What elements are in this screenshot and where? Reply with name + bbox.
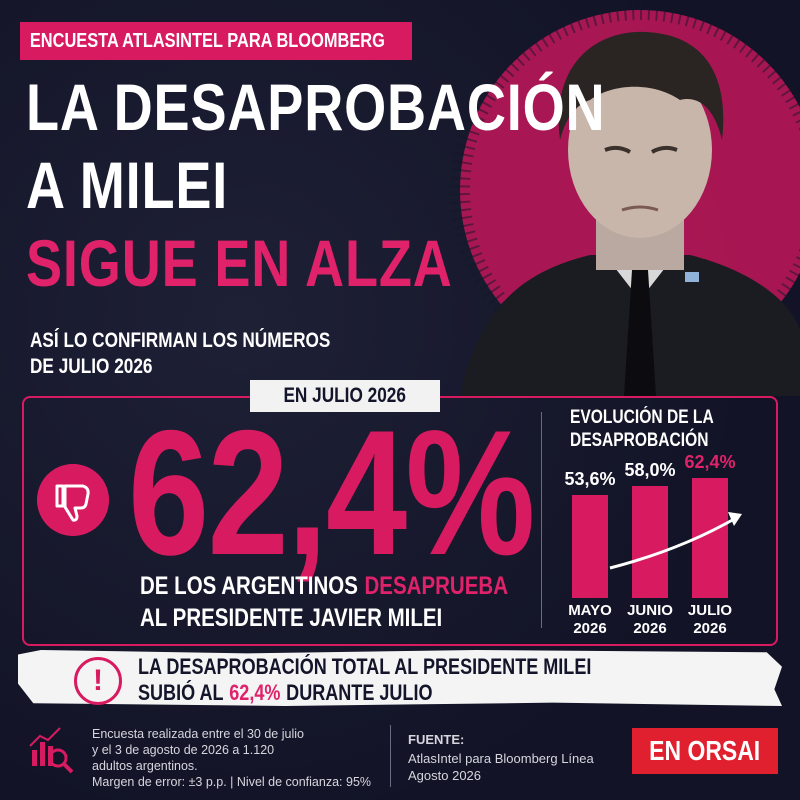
method-line: y el 3 de agosto de 2026 a 1.120	[92, 743, 275, 757]
value-label: 58,0%	[624, 460, 676, 481]
method-line: Encuesta realizada entre el 30 de julio	[92, 727, 304, 741]
mini-chart: EVOLUCIÓN DE LA DESAPROBACIÓN 53,6% MAYO …	[560, 400, 770, 640]
caption-text: DE LOS ARGENTINOS	[140, 572, 358, 600]
banner-text: SUBIÓ AL	[138, 680, 224, 705]
divider	[390, 725, 391, 787]
caption-highlight: DESAPRUEBA	[364, 572, 509, 600]
big-figure-text: 62,4%	[128, 393, 535, 592]
chart-title-text: EVOLUCIÓN DE LA DESAPROBACIÓN	[570, 407, 714, 451]
category-label: MAYO 2026	[568, 602, 612, 637]
caption-line: DE LOS ARGENTINOS DESAPRUEBA	[140, 570, 589, 602]
title-text: LA DESAPROBACIÓN	[26, 70, 606, 144]
caption-line: AL PRESIDENTE JAVIER MILEI	[140, 602, 509, 634]
period-badge: EN JULIO 2026	[250, 380, 440, 412]
thumbs-down-icon	[37, 464, 109, 536]
badge-text: EN JULIO 2026	[283, 384, 407, 407]
subtitle-line: DE JULIO 2026	[30, 354, 179, 380]
title-line: A MILEI	[26, 150, 273, 220]
bar	[572, 494, 608, 598]
title-line: LA DESAPROBACIÓN	[26, 72, 733, 142]
bar	[632, 486, 668, 598]
portrait-illustration	[450, 0, 800, 396]
method-line: Margen de error: ±3 p.p. | Nivel de conf…	[92, 775, 372, 789]
brand-text: EN ORSAI	[649, 735, 761, 766]
tag-text: ENCUESTA ATLASINTEL PARA BLOOMBERG	[29, 30, 385, 52]
alert-icon: !	[74, 657, 122, 705]
chart-title: EVOLUCIÓN DE LA DESAPROBACIÓN	[570, 406, 740, 452]
title-text: SIGUE EN ALZA	[26, 226, 453, 300]
method-line: adultos argentinos.	[92, 759, 198, 773]
category-label: JUNIO 2026	[627, 602, 673, 637]
source-line: AtlasIntel para Bloomberg Línea	[408, 751, 594, 766]
subtitle-text: DE JULIO 2026	[30, 355, 153, 378]
banner-text: LA DESAPROBACIÓN TOTAL AL PRESIDENTE MIL…	[138, 654, 592, 679]
banner-line: SUBIÓ AL 62,4% DURANTE JULIO	[138, 680, 497, 706]
source-line: Agosto 2026	[408, 768, 482, 783]
header-tag: ENCUESTA ATLASINTEL PARA BLOOMBERG	[20, 22, 412, 60]
value-label: 53,6%	[564, 468, 616, 489]
value-label: 62,4%	[684, 452, 736, 472]
survey-icon	[29, 727, 74, 774]
subtitle-line: ASÍ LO CONFIRMAN LOS NÚMEROS	[30, 328, 396, 354]
big-figure: 62,4%	[128, 393, 623, 592]
subtitle-text: ASÍ LO CONFIRMAN LOS NÚMEROS	[30, 329, 331, 352]
caption-text: AL PRESIDENTE JAVIER MILEI	[140, 604, 443, 632]
banner-text: DURANTE JULIO	[286, 680, 433, 705]
banner-highlight: 62,4%	[229, 680, 281, 705]
title-line: SIGUE EN ALZA	[26, 228, 546, 298]
title-text: A MILEI	[26, 148, 229, 222]
source-label: FUENTE:	[408, 732, 465, 747]
notice-banner	[18, 650, 782, 706]
divider	[541, 412, 542, 628]
trend-arrow	[609, 512, 742, 570]
brand-logo: EN ORSAI	[632, 728, 778, 774]
category-label: JULIO 2026	[687, 602, 733, 637]
banner-line: LA DESAPROBACIÓN TOTAL AL PRESIDENTE MIL…	[138, 654, 691, 680]
